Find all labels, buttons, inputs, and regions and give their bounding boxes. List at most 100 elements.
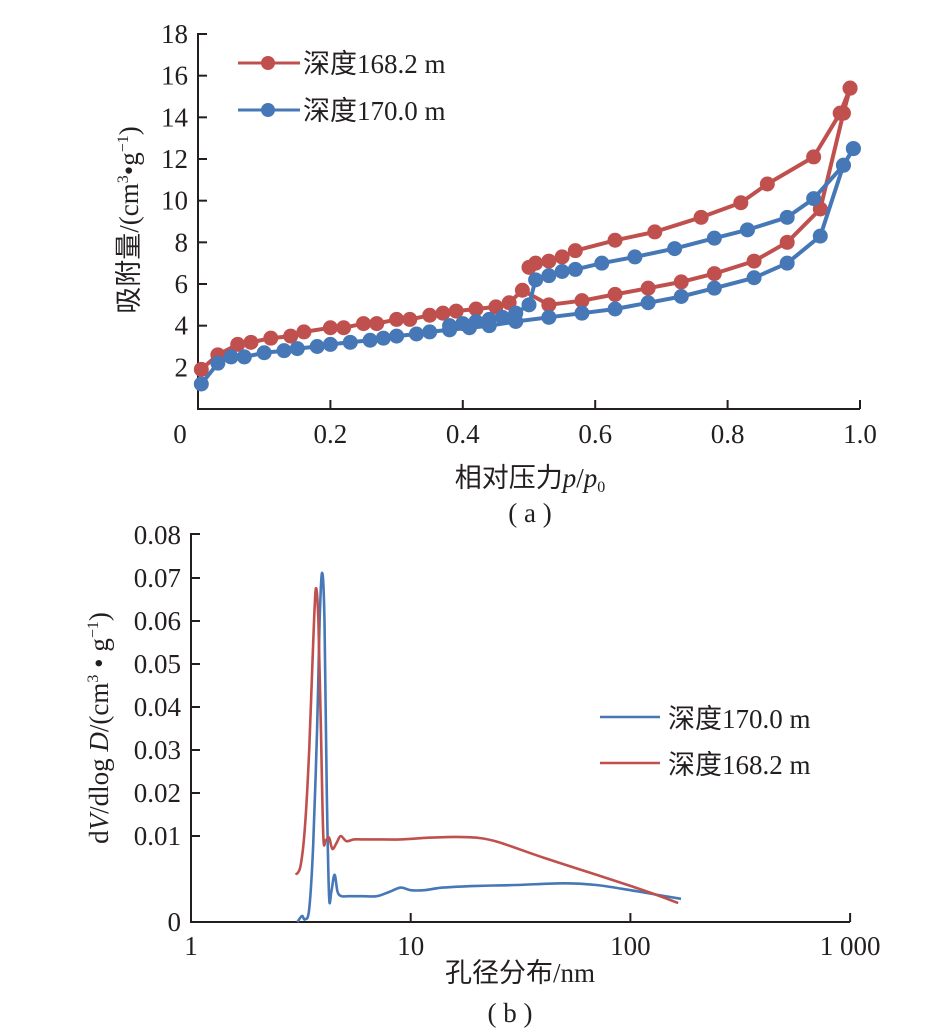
chart-a-point	[289, 341, 305, 357]
chart-a-y-tick-label: 2	[175, 352, 189, 382]
chart-a-point	[375, 330, 391, 346]
chart-a-point	[322, 336, 338, 352]
chart-a-line-desorption	[527, 87, 852, 269]
chart-b-pore-size-distribution: 1 10 100 1 000 0 0.01 0.02 0.03 0.04 0.05 0.06 0.0…	[84, 520, 880, 1028]
chart-a-point	[256, 345, 272, 361]
chart-b-y-ticks: 0 0.01 0.02 0.03 0.04 0.05 0.06 0.07 0.08	[134, 520, 200, 937]
chart-b-y-tick-label: 0.06	[134, 606, 181, 636]
chart-a-point	[832, 105, 848, 121]
chart-a-point	[193, 376, 209, 392]
chart-a-point	[243, 334, 259, 350]
chart-a-point	[667, 241, 683, 257]
chart-a-point	[779, 209, 795, 225]
chart-b-y-tick-label: 0.03	[134, 735, 181, 765]
chart-b-legend-item-168: 深度168.2 m	[600, 750, 811, 780]
chart-b-y-tick-label: 0	[168, 907, 182, 937]
chart-a-point	[574, 293, 590, 309]
chart-a-point	[435, 305, 451, 321]
legend-label-170: 深度170.0 m	[668, 704, 811, 734]
chart-b-y-tick-label: 0.05	[134, 649, 181, 679]
chart-a-point	[389, 311, 405, 327]
chart-b-line-series-1	[294, 586, 679, 905]
chart-a-point	[223, 349, 239, 365]
chart-a-point	[408, 326, 424, 342]
chart-a-x-tick-label: 0.8	[711, 419, 745, 449]
chart-a-y-tick-label: 8	[175, 227, 189, 257]
chart-a-point	[779, 255, 795, 271]
chart-a-point	[640, 295, 656, 311]
chart-a-point	[508, 305, 524, 321]
chart-b-caption: ( b )	[488, 998, 533, 1028]
chart-a-y-ticks: 2 4 6 8 10 12 14 16 18	[161, 19, 207, 382]
chart-a-point	[554, 249, 570, 265]
chart-a-point	[468, 314, 484, 329]
chart-a-point	[422, 324, 438, 340]
chart-a-y-tick-label: 6	[175, 269, 189, 299]
chart-a-y-tick-label: 12	[161, 144, 188, 174]
chart-a-adsorption-isotherm: 0 0.2 0.4 0.6 0.8 1.0 2 4 6 8 10 12 14 16 18 吸附量/(cm3…	[114, 19, 877, 528]
chart-b-y-tick-label: 0.04	[134, 692, 182, 722]
chart-a-point	[746, 253, 762, 269]
chart-b-x-tick-label: 10	[397, 931, 424, 961]
chart-a-y-tick-label: 14	[161, 102, 189, 132]
chart-a-point	[541, 309, 557, 325]
chart-a-point	[528, 272, 544, 288]
chart-b-y-axis	[190, 533, 850, 923]
chart-a-point	[541, 268, 557, 284]
chart-a-legend: 深度168.2 m 深度170.0 m	[238, 49, 446, 126]
chart-a-point	[673, 274, 689, 290]
chart-a-point	[594, 255, 610, 271]
chart-a-point	[739, 222, 755, 238]
chart-b-x-tick-label: 1 000	[820, 931, 881, 961]
chart-a-point	[567, 261, 583, 277]
chart-a-point	[356, 316, 371, 332]
chart-a-point	[193, 361, 209, 377]
chart-a-point	[812, 228, 828, 244]
chart-a-point	[296, 324, 312, 340]
chart-b-y-tick-label: 0.07	[134, 563, 181, 593]
chart-a-point	[647, 224, 663, 240]
chart-a-point	[322, 320, 338, 336]
chart-a-point	[640, 280, 656, 296]
chart-a-point	[521, 259, 537, 275]
chart-b-y-axis-title: dV/dlog D/(cm3 • g−1)	[84, 612, 114, 844]
chart-a-point	[806, 149, 822, 165]
chart-b-y-tick-label: 0.02	[134, 778, 181, 808]
legend-marker-168	[261, 56, 275, 70]
chart-b-y-tick-label: 0.08	[134, 520, 181, 550]
chart-a-y-tick-label: 16	[161, 61, 188, 91]
chart-a-point	[541, 253, 557, 269]
chart-a-point	[309, 339, 325, 354]
chart-a-point	[514, 282, 530, 298]
chart-a-point	[567, 243, 583, 259]
chart-a-point	[521, 297, 537, 313]
chart-a-point	[779, 234, 795, 250]
chart-a-point	[806, 191, 822, 207]
chart-a-point	[541, 297, 557, 313]
chart-a-point	[369, 316, 385, 332]
chart-a-x-tick-label: 0.6	[578, 419, 612, 449]
chart-a-point	[627, 249, 643, 265]
chart-b-x-tick-label: 1	[184, 931, 198, 961]
chart-a-point	[607, 286, 623, 302]
chart-a-point	[574, 305, 590, 321]
chart-a-point	[706, 230, 722, 246]
chart-b-x-ticks: 1 10 100 1 000	[184, 913, 880, 961]
chart-a-point	[554, 264, 570, 279]
chart-b-legend-item-170: 深度170.0 m	[600, 704, 811, 734]
chart-a-x-tick-label: 0	[173, 419, 187, 449]
chart-a-point	[276, 343, 292, 359]
chart-a-legend-item-168: 深度168.2 m	[238, 49, 446, 79]
chart-b-line-series-0	[296, 571, 682, 923]
chart-a-point	[746, 270, 762, 286]
chart-a-x-axis-title: 相对压力p/p0	[455, 463, 606, 496]
chart-a-caption: ( a )	[508, 498, 551, 528]
legend-marker-170	[261, 103, 275, 117]
chart-a-y-tick-label: 4	[175, 311, 189, 341]
chart-a-point	[230, 336, 246, 352]
chart-a-point	[706, 280, 722, 296]
chart-a-point	[673, 289, 689, 304]
chart-a-point	[448, 303, 464, 319]
chart-b-series	[294, 571, 682, 923]
